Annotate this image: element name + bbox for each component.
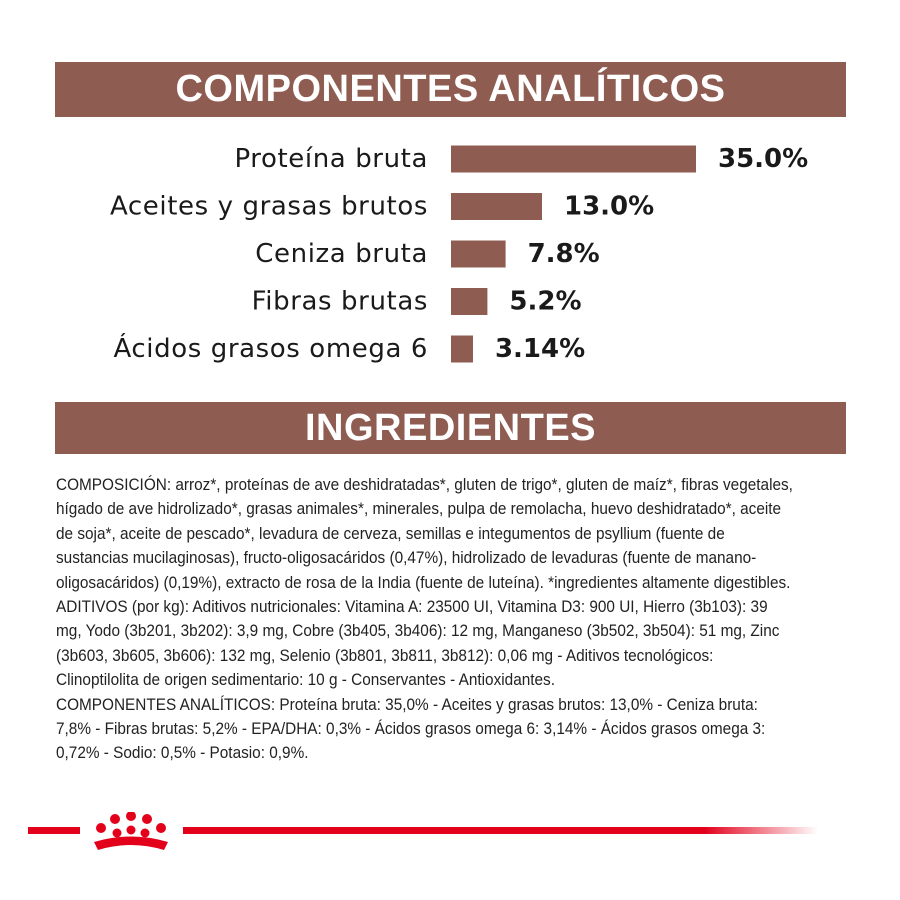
category-label: Ácidos grasos omega 6: [113, 332, 428, 364]
value-label: 5.2%: [509, 287, 581, 317]
additives-paragraph: ADITIVOS (por kg): Aditivos nutricionale…: [56, 598, 780, 690]
bar: [451, 288, 488, 315]
bar: [451, 240, 506, 268]
analytic-components-title: COMPONENTES ANALÍTICOS: [175, 68, 726, 110]
bar: [451, 145, 696, 173]
category-label: Ceniza bruta: [255, 239, 428, 269]
analytic-components-paragraph: COMPONENTES ANALÍTICOS: Proteína bruta: …: [56, 695, 766, 763]
value-label: 35.0%: [718, 144, 808, 174]
bar: [451, 335, 473, 363]
value-label: 13.0%: [564, 192, 654, 222]
brand-line-left: [28, 827, 80, 834]
analytic-components-header: COMPONENTES ANALÍTICOS: [55, 62, 846, 117]
ingredients-text: COMPOSICIÓN: arroz*, proteínas de ave de…: [56, 473, 795, 766]
category-label: Aceites y grasas brutos: [110, 192, 428, 222]
ingredients-title: INGREDIENTES: [304, 406, 597, 449]
composition-paragraph: COMPOSICIÓN: arroz*, proteínas de ave de…: [56, 476, 793, 592]
analytic-components-chart: Proteína bruta 35.0% Aceites y grasas brut…: [110, 144, 808, 364]
value-label: 3.14%: [495, 334, 585, 364]
value-label: 7.8%: [528, 239, 600, 269]
bar: [451, 193, 542, 220]
brand-line-right: [183, 827, 818, 834]
royal-canin-crown-icon: [94, 812, 168, 850]
ingredients-header: INGREDIENTES: [55, 402, 846, 454]
category-label: Fibras brutas: [252, 287, 428, 317]
category-label: Proteína bruta: [234, 144, 428, 174]
brand-footer: [28, 812, 818, 850]
